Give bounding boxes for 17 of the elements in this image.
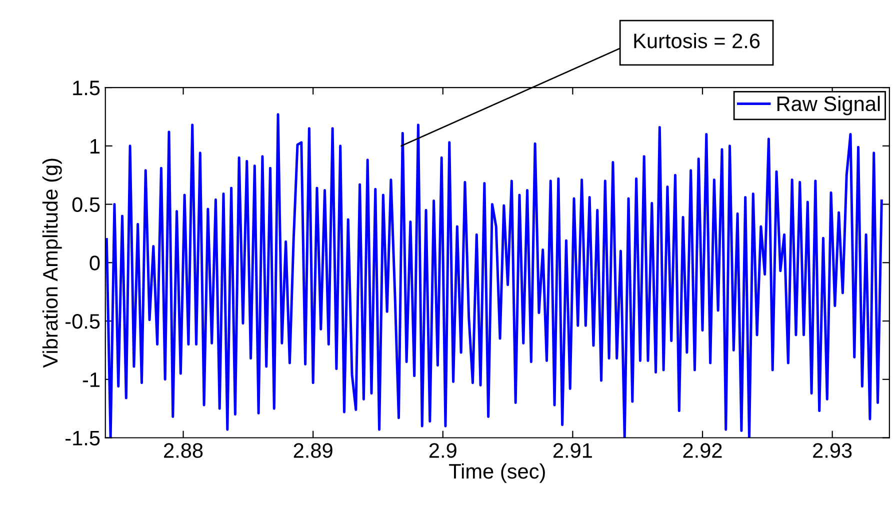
x-axis-title: Time (sec) [449, 463, 545, 483]
x-tick-label: 2.88 [164, 443, 203, 458]
x-tick-label: 2.9 [429, 443, 456, 458]
x-tick-label: 2.91 [553, 443, 592, 458]
annotation: Kurtosis = 2.6 [634, 33, 760, 48]
y-tick-label: 0 [90, 256, 100, 270]
y-axis-title: Vibration Amplitude (g) [42, 158, 62, 368]
y-tick-label: -1 [82, 372, 100, 387]
y-tick-label: 1 [90, 139, 100, 154]
x-tick-label: 2.93 [813, 443, 852, 458]
y-tick-label: 1.5 [73, 80, 100, 96]
x-tick-label: 2.89 [294, 443, 332, 458]
legend-label: Raw Signal [777, 96, 880, 116]
y-tick-label: -0.5 [66, 314, 100, 329]
y-tick-label: 0.5 [72, 197, 100, 212]
x-tick-label: 2.92 [683, 443, 722, 458]
y-tick-label: -1.5 [66, 430, 100, 446]
